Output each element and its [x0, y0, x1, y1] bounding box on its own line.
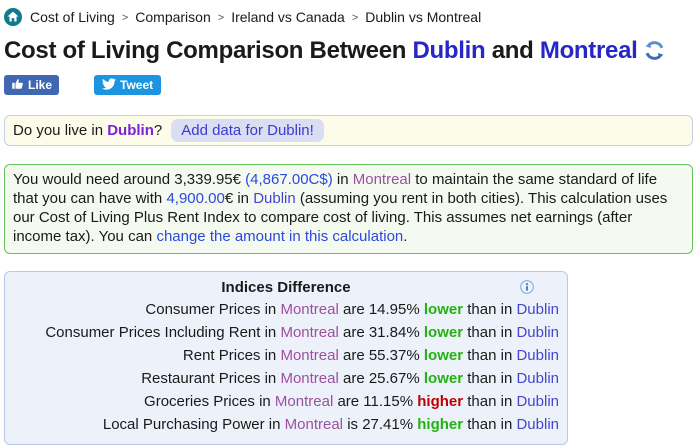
question-box: Do you live in Dublin? Add data for Dubl… — [4, 115, 693, 146]
direction-label: lower — [423, 301, 464, 318]
base-amount-link[interactable]: 4,900.00 — [166, 190, 225, 207]
add-data-button[interactable]: Add data for Dublin! — [171, 119, 324, 142]
twitter-bird-icon — [102, 77, 117, 94]
summary-text: to maintain the same standard of life th… — [13, 171, 658, 207]
change-amount-link[interactable]: change the amount in this calculation — [156, 228, 404, 245]
title-montreal-link[interactable]: Montreal — [539, 37, 638, 64]
montreal-link[interactable]: Montreal — [280, 370, 339, 387]
montreal-link[interactable]: Montreal — [284, 416, 344, 433]
index-row-consumer-prices-incl-rent: Consumer Prices Including Rent in Montre… — [45, 324, 559, 341]
refresh-icon[interactable] — [644, 40, 665, 61]
question-text: Do you live in Dublin? — [13, 122, 163, 139]
montreal-link[interactable]: Montreal — [280, 347, 339, 364]
summary-text: (assuming you rent in both cities). This… — [13, 190, 668, 245]
dublin-link[interactable]: Dublin — [516, 347, 559, 364]
indices-title: Indices Difference — [221, 279, 351, 296]
dublin-link[interactable]: Dublin — [516, 370, 559, 387]
breadcrumb-separator: > — [351, 11, 359, 24]
tweet-button[interactable]: Tweet — [94, 75, 162, 95]
summary-text: You would need around 3,339.95€ — [13, 171, 246, 188]
breadcrumb: Cost of Living > Comparison > Ireland vs… — [4, 0, 693, 26]
like-label: Like — [28, 78, 53, 92]
montreal-link[interactable]: Montreal — [352, 171, 412, 188]
direction-label: higher — [417, 416, 464, 433]
montreal-link[interactable]: Montreal — [274, 393, 334, 410]
summary-text: . — [403, 228, 408, 245]
breadcrumb-cost-of-living[interactable]: Cost of Living — [30, 8, 115, 25]
dublin-link[interactable]: Dublin — [516, 324, 559, 341]
indices-panel: Indices Difference Consumer Prices in Mo… — [4, 271, 568, 445]
tweet-label: Tweet — [120, 78, 154, 92]
breadcrumb-comparison[interactable]: Comparison — [135, 8, 211, 25]
index-row-groceries-prices: Groceries Prices in Montreal are 11.15% … — [144, 393, 559, 410]
title-text: and — [485, 37, 540, 64]
dublin-link[interactable]: Dublin — [253, 190, 296, 207]
montreal-link[interactable]: Montreal — [280, 301, 339, 318]
home-icon[interactable] — [4, 7, 22, 26]
direction-label: lower — [423, 370, 464, 387]
summary-text: in — [332, 171, 353, 188]
converted-amount-link[interactable]: (4,867.00C$) — [245, 171, 333, 188]
breadcrumb-country-comparison[interactable]: Ireland vs Canada — [231, 8, 345, 25]
breadcrumb-separator: > — [121, 11, 129, 24]
direction-label: higher — [417, 393, 464, 410]
montreal-link[interactable]: Montreal — [280, 324, 339, 341]
direction-label: lower — [423, 324, 464, 341]
index-row-rent-prices: Rent Prices in Montreal are 55.37% lower… — [182, 347, 559, 364]
index-row-restaurant-prices: Restaurant Prices in Montreal are 25.67%… — [141, 370, 559, 387]
info-icon[interactable] — [520, 280, 534, 294]
dublin-link[interactable]: Dublin — [516, 393, 559, 410]
social-buttons: Like Tweet — [4, 75, 693, 95]
summary-text: € in — [224, 190, 254, 207]
index-row-local-purchasing-power: Local Purchasing Power in Montreal is 27… — [102, 416, 559, 433]
facebook-like-button[interactable]: Like — [4, 75, 60, 95]
index-row-consumer-prices: Consumer Prices in Montreal are 14.95% l… — [145, 301, 559, 318]
summary-box: You would need around 3,339.95€ (4,867.0… — [4, 164, 693, 254]
dublin-link[interactable]: Dublin — [516, 301, 559, 318]
question-city: Dublin — [107, 122, 154, 139]
title-dublin-link[interactable]: Dublin — [412, 37, 486, 64]
breadcrumb-separator: > — [217, 11, 225, 24]
breadcrumb-city-comparison[interactable]: Dublin vs Montreal — [365, 8, 482, 25]
page-title: Cost of Living Comparison Between Dublin… — [4, 37, 693, 65]
dublin-link[interactable]: Dublin — [516, 416, 559, 433]
title-text: Cost of Living Comparison Between — [4, 37, 413, 64]
thumbs-up-icon — [11, 77, 24, 93]
direction-label: lower — [423, 347, 464, 364]
